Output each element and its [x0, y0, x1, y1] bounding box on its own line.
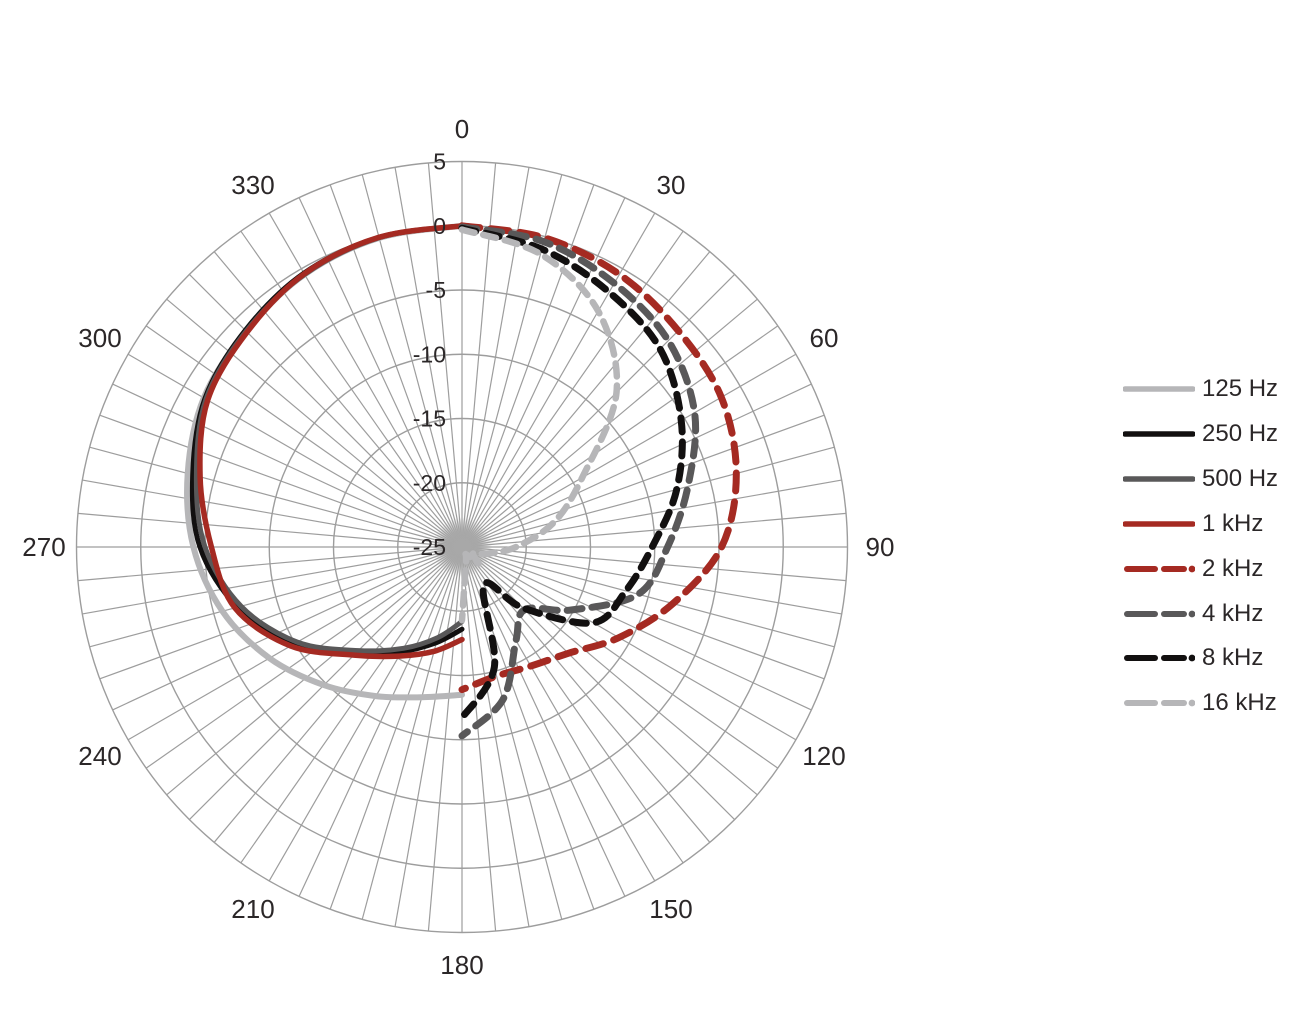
legend-label-4khz: 4 kHz: [1202, 599, 1264, 627]
legend-item-1khz: 1 kHz: [1123, 510, 1263, 538]
radial-label--5: -5: [426, 277, 446, 303]
angle-label-240: 240: [78, 741, 121, 771]
legend-item-8khz: 8 kHz: [1123, 644, 1263, 672]
legend-item-4khz: 4 kHz: [1123, 600, 1263, 628]
angle-label-90: 90: [866, 532, 895, 562]
legend-item-125hz: 125 Hz: [1123, 375, 1278, 403]
legend-label-250hz: 250 Hz: [1202, 419, 1279, 447]
legend-label-125hz: 125 Hz: [1202, 375, 1279, 402]
radial-label--25: -25: [413, 534, 446, 560]
curve-1khz: [197, 223, 465, 660]
curve-8khz: [458, 224, 686, 722]
legend-swatch-125hz: [1123, 386, 1195, 392]
angle-label-180: 180: [440, 950, 483, 980]
angle-label-0: 0: [455, 114, 469, 144]
radial-label--15: -15: [413, 406, 446, 432]
legend-swatch-1khz: [1123, 520, 1195, 527]
angle-label-270: 270: [22, 532, 65, 562]
curves: [184, 222, 740, 740]
legend-item-2khz: 2 kHz: [1123, 555, 1263, 583]
radial-tick-labels: 5 0 -5 -10 -15 -20 -25: [413, 149, 446, 561]
radial-label--10: -10: [413, 341, 446, 367]
legend-item-500hz: 500 Hz: [1123, 465, 1278, 493]
ring--15db: [332, 417, 592, 677]
angle-label-60: 60: [810, 323, 839, 353]
angle-labels: 0 30 60 90 120 150 180 210 240 270 300 330: [22, 114, 894, 980]
legend-swatch-2khz: [1124, 565, 1195, 572]
angle-label-150: 150: [649, 894, 692, 924]
legend-swatch-16khz: [1124, 699, 1195, 707]
legend-label-1khz: 1 kHz: [1202, 509, 1264, 537]
legend-item-16khz: 16 kHz: [1123, 689, 1277, 717]
legend-label-16khz: 16 kHz: [1202, 689, 1277, 717]
ring-5db: [75, 160, 849, 934]
angle-label-120: 120: [802, 741, 845, 771]
angle-label-210: 210: [231, 894, 274, 924]
radial-label--20: -20: [413, 470, 446, 496]
legend-swatch-4khz: [1124, 610, 1195, 617]
angle-label-30: 30: [657, 170, 686, 200]
curve-16khz: [458, 226, 621, 624]
legend-swatch-250hz: [1123, 431, 1195, 437]
legend-label-8khz: 8 kHz: [1202, 644, 1264, 672]
legend-label-2khz: 2 kHz: [1202, 554, 1264, 582]
angle-label-330: 330: [231, 170, 274, 200]
polar-grid: [75, 160, 849, 934]
legend-swatch-8khz: [1124, 654, 1195, 662]
ring--20db: [397, 482, 527, 612]
angle-label-300: 300: [78, 323, 121, 353]
curve-2khz: [458, 222, 740, 694]
legend-label-500hz: 500 Hz: [1202, 464, 1279, 492]
legend-item-250hz: 250 Hz: [1123, 420, 1278, 448]
curve-4khz: [458, 223, 700, 740]
legend-swatch-500hz: [1123, 476, 1195, 482]
radial-label-0: 0: [433, 213, 446, 239]
radial-label-5: 5: [433, 149, 446, 175]
